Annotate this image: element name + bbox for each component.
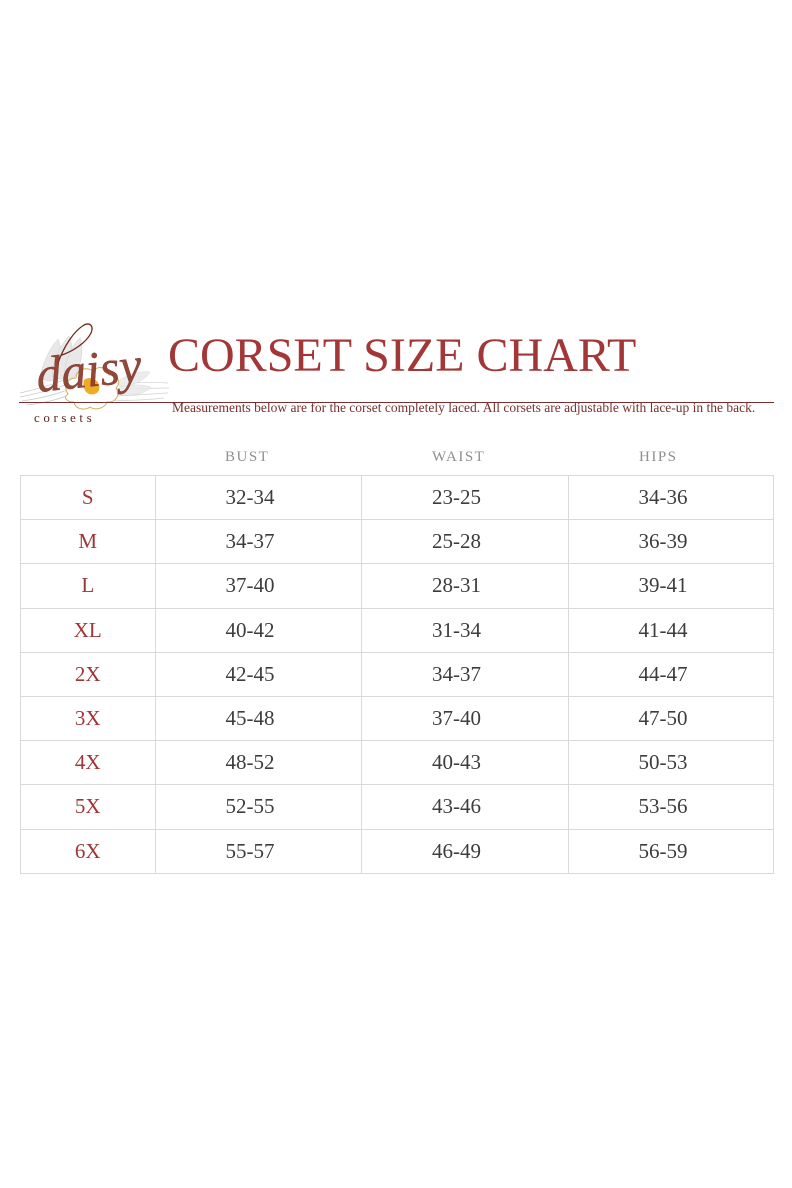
svg-text:daisy: daisy (33, 336, 145, 403)
svg-text:corsets: corsets (34, 410, 95, 423)
